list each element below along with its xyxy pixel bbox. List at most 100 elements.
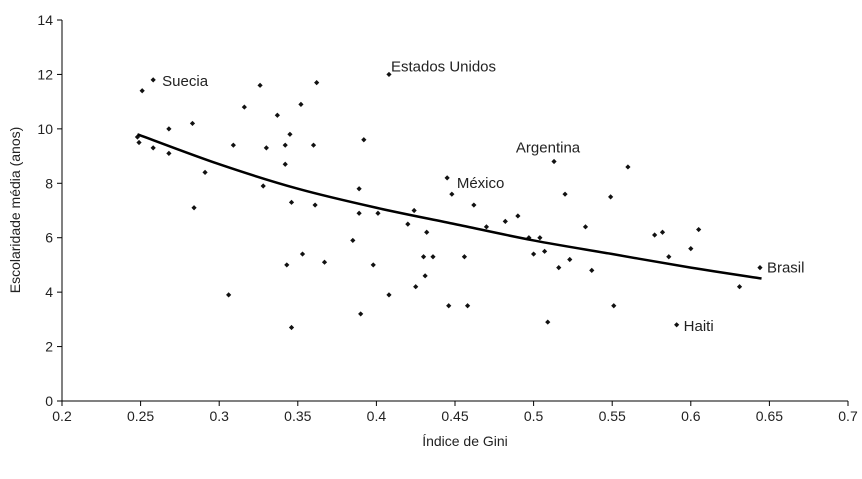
data-point xyxy=(314,79,320,86)
data-point xyxy=(444,175,450,181)
data-point xyxy=(260,183,266,189)
data-point xyxy=(191,205,197,211)
data-point xyxy=(287,131,293,137)
data-point xyxy=(659,229,666,235)
data-point xyxy=(350,237,356,244)
data-point xyxy=(424,229,430,235)
y-axis-title: Escolaridade média (anos) xyxy=(7,127,23,294)
y-tick-label: 0 xyxy=(45,393,53,409)
x-tick-label: 0.35 xyxy=(284,408,311,424)
data-point xyxy=(282,161,288,167)
data-point xyxy=(310,142,317,148)
data-point xyxy=(136,139,142,146)
data-point xyxy=(274,112,280,118)
data-point xyxy=(312,202,318,208)
y-tick-label: 6 xyxy=(45,230,53,246)
data-point xyxy=(531,251,537,257)
point-annotation: México xyxy=(457,175,505,192)
data-point xyxy=(405,221,411,227)
y-tick-label: 14 xyxy=(37,12,53,28)
data-point xyxy=(166,150,172,156)
data-point xyxy=(358,311,364,317)
data-point xyxy=(263,145,269,151)
data-point xyxy=(386,292,392,298)
data-point xyxy=(502,218,508,224)
data-point xyxy=(582,224,589,230)
data-point xyxy=(282,142,288,148)
data-point xyxy=(202,169,208,175)
x-tick-label: 0.45 xyxy=(441,408,468,424)
data-point xyxy=(288,199,295,205)
y-tick-label: 12 xyxy=(37,66,53,82)
data-point xyxy=(608,194,614,200)
x-tick-label: 0.6 xyxy=(681,408,701,424)
data-point xyxy=(356,186,362,192)
data-point xyxy=(515,213,521,219)
data-point xyxy=(422,273,428,279)
data-point xyxy=(241,104,247,110)
y-tick-label: 4 xyxy=(45,284,53,300)
data-point xyxy=(150,145,156,151)
x-tick-label: 0.65 xyxy=(756,408,783,424)
data-point xyxy=(537,235,543,241)
point-annotation: Haiti xyxy=(684,318,714,335)
data-point xyxy=(446,303,452,309)
data-point xyxy=(420,254,427,260)
data-point xyxy=(567,256,573,263)
point-annotation: Argentina xyxy=(516,140,581,157)
data-point xyxy=(589,267,595,273)
x-tick-label: 0.3 xyxy=(209,408,229,424)
data-point xyxy=(150,77,156,83)
data-point xyxy=(736,284,743,290)
data-point xyxy=(361,137,367,143)
data-point xyxy=(464,303,471,309)
x-tick-label: 0.55 xyxy=(599,408,626,424)
data-point xyxy=(556,265,562,271)
trendline xyxy=(137,133,762,280)
x-tick-label: 0.7 xyxy=(838,408,858,424)
data-point xyxy=(288,324,295,331)
data-point xyxy=(298,101,304,107)
data-point xyxy=(625,164,631,170)
axes: 0.2 0.25 0.3 0.35 0.4 0.45 0.5 0.55 0.6 0.65 0.7 0 2… xyxy=(37,12,858,424)
data-point xyxy=(257,82,263,88)
x-tick-label: 0.4 xyxy=(367,408,387,424)
data-point xyxy=(542,248,548,254)
x-tick-label: 0.5 xyxy=(524,408,544,424)
data-point xyxy=(430,254,436,260)
data-point xyxy=(449,191,455,197)
data-point xyxy=(483,224,490,230)
data-point xyxy=(321,259,328,265)
data-point xyxy=(674,322,680,328)
point-annotation: Brasil xyxy=(767,260,805,277)
data-point xyxy=(696,226,702,233)
data-point xyxy=(284,262,290,268)
data-point xyxy=(562,191,568,197)
data-point xyxy=(189,120,196,127)
annotations: Suecia Estados Unidos Argentina México Brasi… xyxy=(162,58,804,334)
data-point xyxy=(166,126,172,132)
point-annotation: Estados Unidos xyxy=(391,58,496,75)
data-point xyxy=(666,254,672,260)
data-point xyxy=(545,319,551,325)
data-point xyxy=(551,158,557,165)
data-point xyxy=(139,88,145,94)
point-annotation: Suecia xyxy=(162,73,209,90)
data-point xyxy=(471,202,477,208)
data-point xyxy=(688,246,694,252)
data-point xyxy=(356,210,362,216)
data-point xyxy=(230,142,236,148)
data-point xyxy=(386,71,392,78)
data-point xyxy=(370,262,376,268)
data-point xyxy=(299,251,306,257)
y-tick-label: 10 xyxy=(37,121,53,137)
y-tick-label: 8 xyxy=(45,175,53,191)
data-point xyxy=(411,207,417,214)
data-points xyxy=(134,71,763,331)
x-tick-label: 0.25 xyxy=(127,408,154,424)
data-point xyxy=(611,303,617,309)
x-axis-title: Índice de Gini xyxy=(422,433,508,449)
y-tick-label: 2 xyxy=(45,339,53,355)
data-point xyxy=(413,284,419,290)
